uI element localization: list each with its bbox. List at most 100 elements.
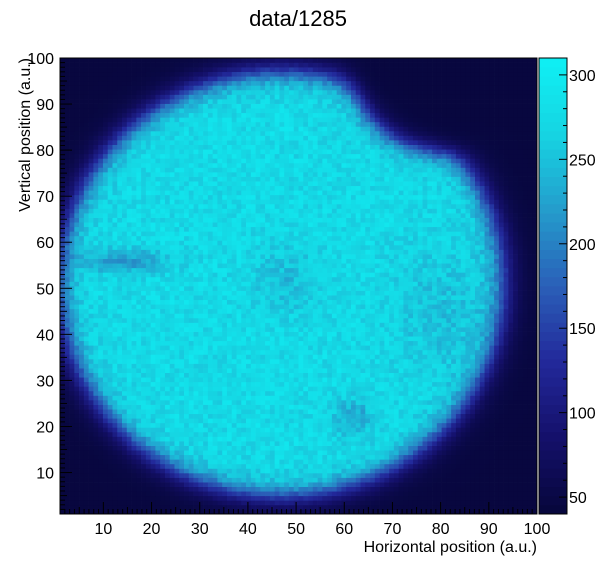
heatmap-cell [222,327,228,332]
heatmap-cell [494,304,500,310]
heatmap-cell [241,395,247,401]
heatmap-cell [288,413,295,419]
heatmap-cell [131,450,137,456]
heatmap-cell [465,463,471,469]
heatmap-cell [288,409,295,415]
heatmap-cell [222,313,228,319]
heatmap-cell [422,500,428,506]
heatmap-cell [136,504,142,510]
heatmap-cell [83,317,89,323]
heatmap-cell [83,468,89,474]
heatmap-cell [169,363,175,369]
heatmap-cell [517,404,524,410]
heatmap-cell [484,472,490,478]
heatmap-cell [465,308,471,314]
heatmap-cell [203,358,209,364]
heatmap-cell [422,331,428,337]
heatmap-cell [222,495,228,501]
heatmap-cell [102,486,109,492]
heatmap-cell [484,372,490,378]
heatmap-cell [274,395,280,401]
heatmap-cell [79,441,85,446]
heatmap-cell [98,313,104,319]
heatmap-cell [446,345,452,351]
heatmap-cell [389,450,395,456]
heatmap-cell [532,295,538,301]
heatmap-cell [451,454,457,460]
heatmap-cell [88,386,94,392]
heatmap-cell [217,363,223,369]
heatmap-cell [527,372,533,378]
heatmap-cell [160,404,166,410]
heatmap-cell [303,418,309,424]
heatmap-cell [131,409,137,415]
heatmap-cell [174,495,180,501]
heatmap-cell [436,463,442,469]
heatmap-cell [479,477,485,483]
heatmap-cell [517,377,524,383]
heatmap-cell [284,336,290,342]
heatmap-cell [169,386,175,392]
heatmap-cell [102,377,109,383]
heatmap-cell [393,390,400,396]
heatmap-cell [193,431,199,437]
heatmap-cell [508,500,514,506]
heatmap-cell [88,459,94,465]
heatmap-cell [427,509,433,515]
heatmap-cell [398,495,404,501]
heatmap-cell [69,509,75,515]
heatmap-cell [212,431,218,437]
heatmap-cell [365,354,371,360]
heatmap-cell [241,358,247,364]
heatmap-cell [317,290,323,296]
heatmap-cell [331,400,338,405]
heatmap-cell [370,322,376,328]
heatmap-cell [193,486,199,492]
heatmap-cell [217,345,223,351]
heatmap-cell [222,418,228,424]
heatmap-cell [374,441,380,446]
heatmap-cell [446,368,452,373]
heatmap-cell [355,295,361,301]
heatmap-cell [293,431,299,437]
heatmap-cell [98,345,104,351]
heatmap-cell [207,495,213,501]
heatmap-cell [107,290,113,296]
heatmap-cell [136,308,142,314]
heatmap-cell [308,308,314,314]
heatmap-cell [184,363,190,369]
heatmap-cell [389,509,395,515]
heatmap-cell [427,327,433,332]
heatmap-cell [312,413,318,419]
heatmap-cell [222,413,228,419]
heatmap-cell [141,427,147,433]
heatmap-cell [336,454,342,460]
heatmap-cell [379,477,385,483]
heatmap-cell [64,477,70,483]
heatmap-cell [489,413,495,419]
heatmap-cell [446,313,452,319]
heatmap-cell [379,482,385,487]
heatmap-cell [422,450,428,456]
heatmap-cell [250,354,256,360]
heatmap-cell [370,409,376,415]
heatmap-cell [331,340,338,346]
heatmap-cell [312,390,318,396]
heatmap-cell [136,368,142,373]
heatmap-cell [465,427,471,433]
heatmap-cell [198,504,204,510]
heatmap-cell [164,404,171,410]
heatmap-cell [365,377,371,383]
heatmap-cell [145,354,151,360]
heatmap-cell [193,427,199,433]
heatmap-cell [83,368,89,373]
heatmap-cell [131,304,137,310]
heatmap-cell [412,431,419,437]
heatmap-cell [117,454,123,460]
heatmap-cell [88,413,94,419]
heatmap-cell [384,491,390,497]
heatmap-cell [136,445,142,451]
heatmap-cell [164,431,171,437]
heatmap-cell [102,504,109,510]
heatmap-cell [141,336,147,342]
